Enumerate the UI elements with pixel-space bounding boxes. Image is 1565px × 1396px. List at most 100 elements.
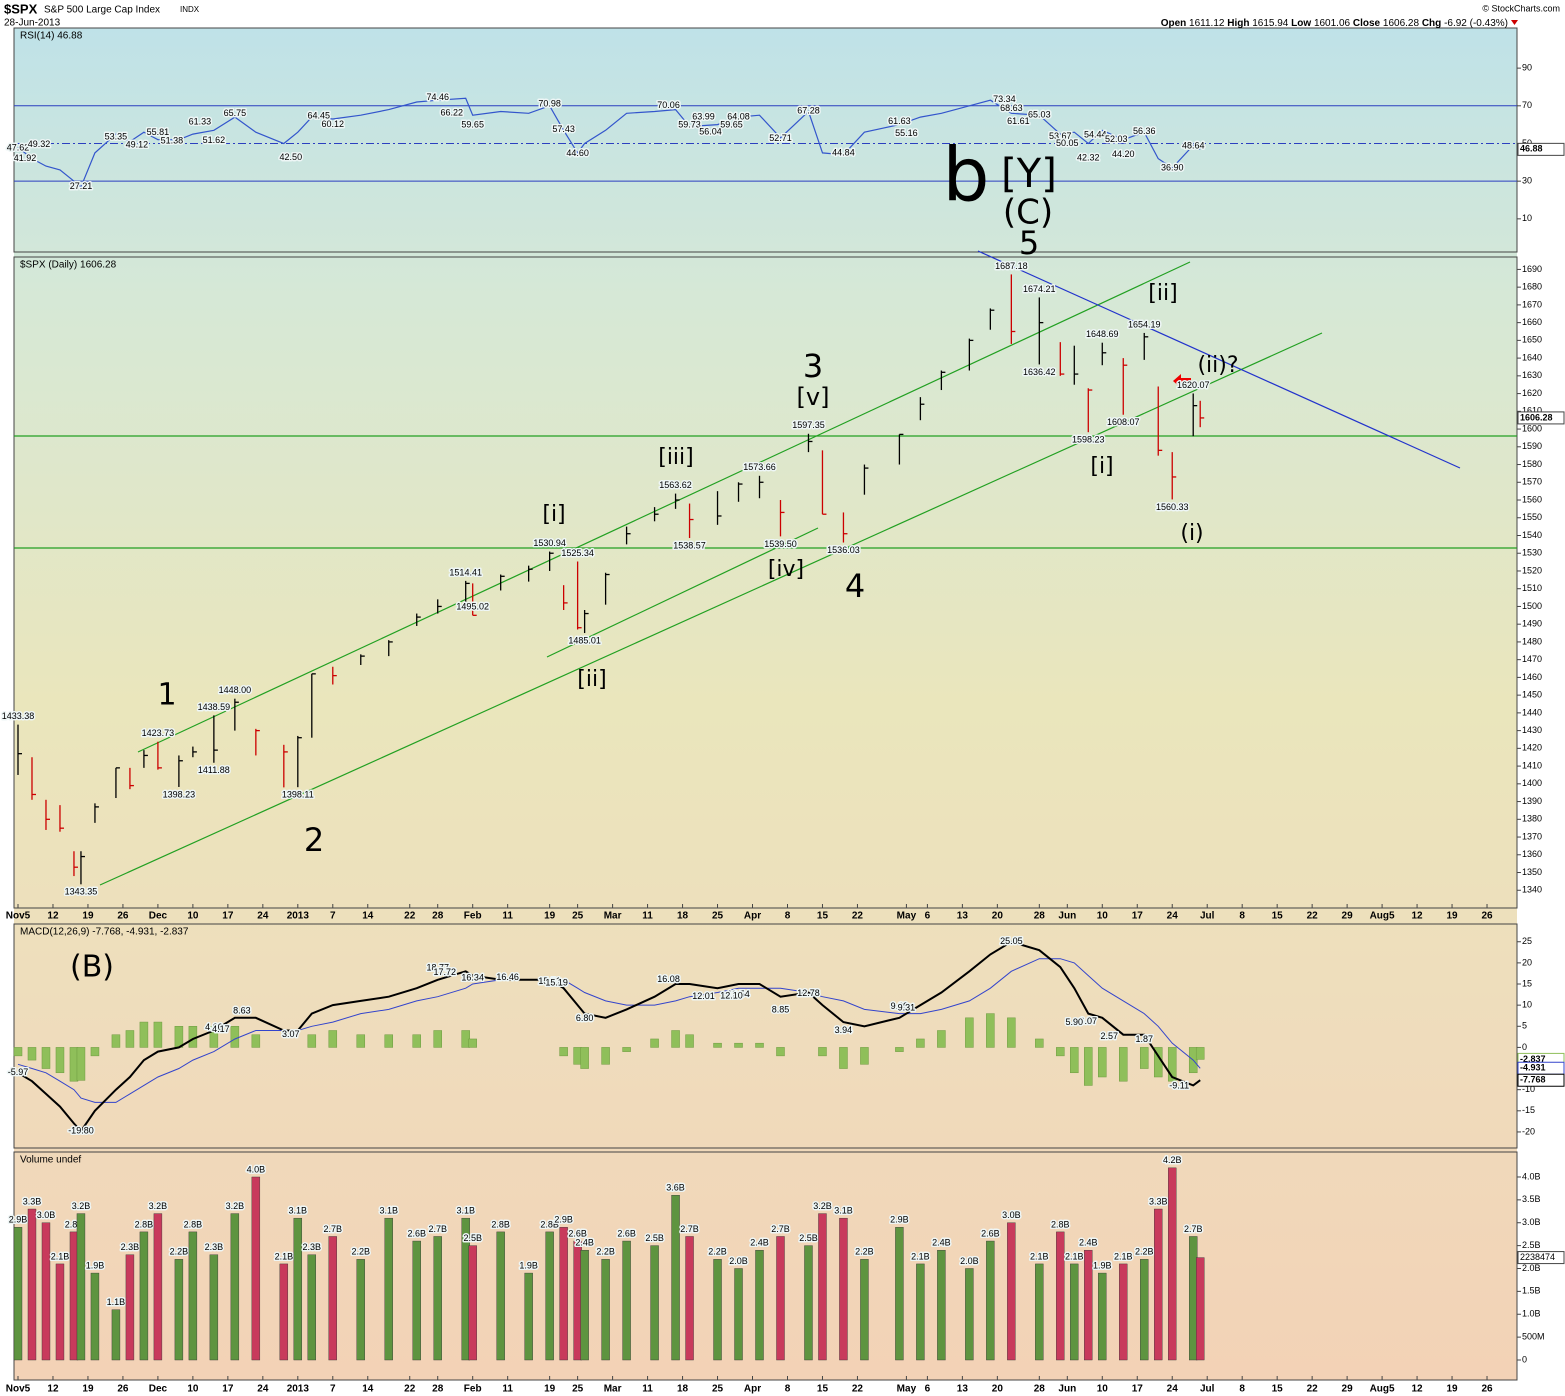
volume-label: 2.2B bbox=[1135, 1247, 1154, 1257]
point-label: -9.11 bbox=[1169, 1080, 1189, 1090]
wave-label: (i) bbox=[1180, 521, 1203, 546]
volume-label: 2.6B bbox=[568, 1228, 587, 1238]
point-label: -19.80 bbox=[68, 1125, 94, 1135]
wave-label: b bbox=[943, 133, 990, 219]
x-tick-label: 24 bbox=[257, 911, 269, 922]
y-tick-label: 5 bbox=[1522, 1021, 1527, 1031]
histogram-bar bbox=[860, 1047, 869, 1065]
wave-label: (B) bbox=[70, 950, 114, 985]
x-tick-label: 20 bbox=[992, 911, 1004, 922]
volume-label: 2.2B bbox=[855, 1247, 874, 1257]
point-label: 1608.07 bbox=[1107, 417, 1140, 427]
current-value-box bbox=[1517, 1251, 1565, 1265]
point-label: 52.03 bbox=[1105, 134, 1128, 144]
volume-bar bbox=[524, 1272, 533, 1361]
y-tick-label: 1650 bbox=[1522, 335, 1542, 345]
volume-label: 2.6B bbox=[617, 1228, 636, 1238]
point-label: 53.35 bbox=[105, 132, 128, 142]
volume-label: 3.2B bbox=[149, 1201, 168, 1211]
volume-label: 3.1B bbox=[289, 1206, 308, 1216]
y-tick-label: 1420 bbox=[1522, 743, 1542, 753]
histogram-bar bbox=[139, 1021, 149, 1048]
wave-label: [ii] bbox=[577, 667, 606, 692]
point-label: 1598.23 bbox=[1072, 435, 1105, 445]
volume-label: 2.3B bbox=[121, 1242, 140, 1252]
volume-label: 2.5B bbox=[645, 1233, 664, 1243]
x-tick-label: 13 bbox=[957, 1384, 969, 1395]
x-tick-label: Jun bbox=[1058, 911, 1076, 922]
wave-label: [iii] bbox=[658, 445, 694, 470]
quote-label: Low bbox=[1291, 18, 1311, 29]
y-tick-label: 3.5B bbox=[1522, 1194, 1541, 1204]
point-label: 16.34 bbox=[461, 973, 484, 983]
volume-label: 2.1B bbox=[51, 1251, 70, 1261]
x-tick-label: 24 bbox=[1167, 911, 1179, 922]
x-tick-label: Dec bbox=[149, 911, 168, 922]
volume-label: 2.6B bbox=[981, 1228, 1000, 1238]
histogram-bar bbox=[251, 1034, 261, 1048]
symbol: $SPX bbox=[4, 1, 38, 16]
x-tick-label: 13 bbox=[957, 911, 969, 922]
volume-label: 1.9B bbox=[86, 1260, 105, 1270]
x-tick-label: 29 bbox=[1342, 911, 1354, 922]
y-tick-label: 1600 bbox=[1522, 423, 1542, 433]
x-tick-label: Nov5 bbox=[6, 911, 31, 922]
x-tick-label: 19 bbox=[82, 911, 94, 922]
volume-label: 2.3B bbox=[205, 1242, 224, 1252]
histogram-bar bbox=[384, 1034, 394, 1048]
volume-label: 2.5B bbox=[463, 1233, 482, 1243]
point-label: 59.65 bbox=[720, 120, 743, 130]
y-tick-label: 1410 bbox=[1522, 760, 1542, 770]
y-tick-label: 1630 bbox=[1522, 370, 1542, 380]
volume-bar bbox=[1154, 1208, 1163, 1361]
point-label: 56.36 bbox=[1133, 126, 1156, 136]
y-tick-label: 1430 bbox=[1522, 725, 1542, 735]
volume-label: 3.1B bbox=[379, 1206, 398, 1216]
quote: Open 1611.12 High 1615.94 Low 1601.06 Cl… bbox=[1161, 18, 1508, 29]
x-tick-label: Jun bbox=[1058, 1384, 1076, 1395]
volume-bar bbox=[1168, 1167, 1177, 1361]
point-label: 51.62 bbox=[203, 135, 226, 145]
point-label: 55.16 bbox=[895, 128, 918, 138]
x-tick-label: 19 bbox=[544, 911, 556, 922]
point-label: 1674.21 bbox=[1023, 284, 1056, 294]
volume-bar bbox=[986, 1240, 995, 1361]
volume-label: 2.8B bbox=[135, 1219, 154, 1229]
x-tick-label: 22 bbox=[404, 911, 416, 922]
point-label: 44.20 bbox=[1112, 149, 1135, 159]
volume-bar bbox=[1098, 1272, 1107, 1361]
wave-label: 3 bbox=[803, 347, 823, 385]
histogram-bar bbox=[1167, 1047, 1177, 1082]
volume-bar bbox=[188, 1231, 198, 1361]
x-tick-label: 11 bbox=[642, 1384, 653, 1395]
point-label: 1411.88 bbox=[198, 765, 230, 775]
x-tick-label: 26 bbox=[117, 1384, 129, 1395]
panel-legend: MACD(12,26,9) -7.768, -4.931, -2.837 bbox=[20, 927, 189, 938]
point-label: 1398.11 bbox=[282, 790, 314, 800]
histogram-bar bbox=[111, 1034, 121, 1048]
histogram-bar bbox=[685, 1034, 694, 1048]
volume-label: 2.0B bbox=[729, 1256, 748, 1266]
volume-bar bbox=[384, 1217, 393, 1361]
y-tick-label: 1500 bbox=[1522, 601, 1542, 611]
histogram-bar bbox=[1139, 1047, 1149, 1069]
histogram-bar bbox=[1035, 1038, 1044, 1048]
volume-bar bbox=[559, 1227, 568, 1361]
x-tick-label: 14 bbox=[362, 911, 374, 922]
point-label: 36.90 bbox=[1161, 163, 1184, 173]
exchange: INDX bbox=[180, 5, 200, 14]
y-tick-label: 1370 bbox=[1522, 831, 1542, 841]
x-tick-label: 15 bbox=[817, 1384, 829, 1395]
volume-bar bbox=[916, 1263, 925, 1361]
point-label: 9.31 bbox=[898, 1002, 916, 1012]
y-tick-label: -20 bbox=[1522, 1126, 1535, 1136]
point-label: 1514.41 bbox=[449, 567, 482, 577]
point-label: 67.28 bbox=[797, 105, 820, 115]
wave-label: [Y] bbox=[1001, 151, 1057, 197]
volume-bar bbox=[209, 1254, 219, 1361]
volume-label: 2.7B bbox=[428, 1224, 447, 1234]
point-label: 49.12 bbox=[126, 140, 149, 150]
x-tick-label: Mar bbox=[604, 911, 622, 922]
volume-bar bbox=[111, 1309, 121, 1361]
volume-label: 2.1B bbox=[911, 1251, 930, 1261]
